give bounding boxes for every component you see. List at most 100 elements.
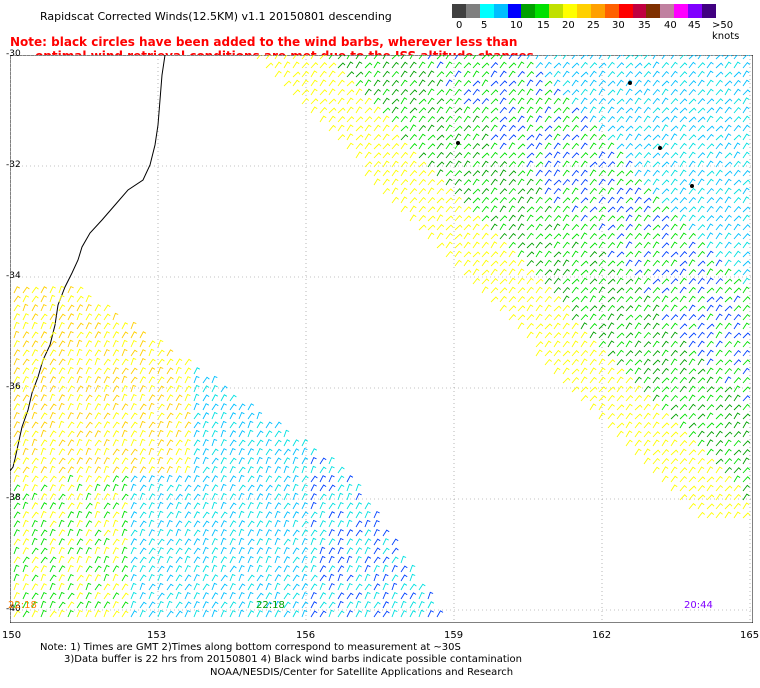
wind-barb (742, 124, 750, 132)
wind-barb (688, 304, 696, 312)
wind-barb (319, 574, 327, 582)
wind-barb (76, 502, 83, 510)
wind-barb (499, 260, 508, 267)
wind-barb (580, 79, 588, 87)
wind-barb (742, 403, 750, 411)
wind-barb (382, 61, 390, 69)
wind-barb (166, 430, 174, 438)
wind-barb (742, 70, 750, 78)
wind-barb (103, 537, 110, 546)
wind-barb (679, 494, 688, 501)
wind-barb (472, 142, 480, 150)
wind-barb (292, 483, 299, 492)
wind-barb (742, 233, 751, 240)
wind-barb (616, 277, 624, 285)
wind-barb (103, 439, 110, 447)
wind-barb (634, 439, 642, 447)
wind-barb (625, 358, 634, 366)
wind-barb (715, 134, 724, 141)
wind-barb (733, 79, 741, 87)
wind-barb (346, 610, 354, 618)
wind-barb (607, 313, 615, 321)
wind-barb (652, 124, 660, 132)
wind-barb (427, 79, 435, 87)
wind-barb (22, 610, 30, 618)
colorbar-label: >50 knots (712, 20, 740, 42)
wind-barb (634, 152, 643, 159)
wind-barb (265, 529, 272, 537)
wind-barb (625, 278, 634, 285)
wind-barb (589, 376, 597, 384)
wind-barb (175, 465, 182, 474)
wind-barb (112, 538, 120, 546)
wind-barb (256, 547, 264, 555)
wind-barb (31, 492, 38, 501)
wind-barb (652, 152, 661, 159)
wind-barb (310, 79, 318, 87)
wind-barb (355, 564, 362, 573)
wind-barb (697, 439, 705, 447)
wind-barb (130, 321, 137, 330)
wind-barb (733, 412, 741, 420)
wind-barb (121, 421, 129, 429)
wind-barb (40, 349, 48, 357)
wind-barb (661, 116, 670, 123)
wind-barb (634, 125, 643, 132)
wind-barb (490, 260, 499, 267)
wind-barb (598, 340, 606, 348)
wind-barb (661, 287, 670, 294)
wind-barb (652, 61, 660, 69)
wind-barb (193, 429, 200, 438)
wind-barb (436, 125, 445, 132)
wind-barb (121, 493, 129, 501)
wind-barb (490, 80, 499, 87)
wind-barb (22, 501, 29, 510)
wind-barb (58, 313, 66, 321)
wind-barb (706, 422, 715, 429)
wind-barb (355, 529, 363, 537)
wind-barb (679, 232, 687, 240)
wind-barb (688, 214, 696, 222)
wind-barb (670, 142, 678, 150)
wind-barb (184, 438, 191, 447)
wind-barb (634, 394, 642, 402)
wind-barb (292, 519, 299, 528)
wind-barb (544, 97, 552, 105)
wind-barb (553, 79, 561, 87)
wind-barb (598, 376, 606, 384)
wind-barb (391, 143, 400, 150)
wind-barb (436, 61, 444, 69)
wind-barb (391, 106, 399, 114)
wind-barb (715, 475, 723, 483)
wind-barb (76, 601, 84, 609)
wind-barb (292, 71, 301, 78)
wind-barb (526, 187, 534, 195)
wind-barb (238, 564, 245, 573)
wind-barb (625, 368, 634, 375)
wind-barb (31, 519, 38, 528)
contamination-circle (690, 184, 694, 188)
wind-barb (679, 467, 688, 474)
wind-barb (229, 493, 237, 501)
wind-barb (94, 574, 101, 582)
wind-barb (283, 55, 291, 60)
wind-barb (553, 151, 561, 159)
wind-barb (49, 303, 56, 312)
wind-barb (481, 125, 490, 132)
wind-barb (634, 232, 642, 240)
wind-barb (112, 385, 120, 393)
wind-barb (688, 385, 696, 393)
longitude-label: 162 (592, 630, 612, 641)
wind-barb (742, 467, 751, 474)
wind-barb (22, 592, 29, 600)
wind-barb (94, 610, 101, 618)
wind-barb (184, 465, 191, 474)
wind-barb (562, 70, 570, 78)
wind-barb (481, 160, 489, 168)
wind-barb (643, 241, 651, 249)
wind-barb (40, 412, 48, 420)
wind-barb (13, 474, 20, 483)
wind-barb (346, 592, 354, 600)
wind-barb (553, 268, 561, 276)
wind-barb (40, 340, 48, 348)
